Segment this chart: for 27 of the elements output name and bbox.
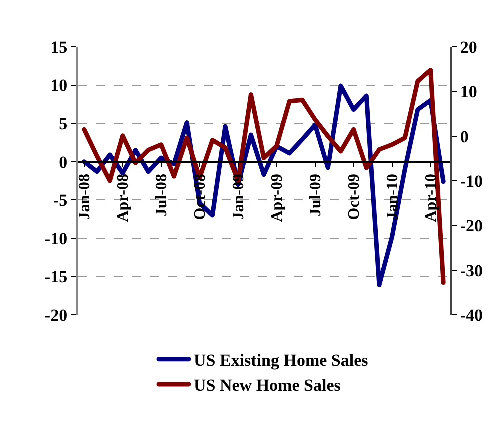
- x-tick-label: Jan-09: [230, 174, 248, 220]
- y-tick-label: 0: [59, 152, 68, 172]
- y-tick-label: 10: [50, 76, 68, 96]
- x-tick-label: Apr-08: [115, 174, 132, 222]
- x-tick-label: Jul-09: [308, 174, 325, 217]
- y2-tick-label: -30: [460, 261, 484, 280]
- y2-tick-label: 10: [460, 82, 478, 102]
- x-tick-label: Jan-08: [76, 174, 94, 220]
- y2-tick-label: -40: [460, 306, 484, 325]
- x-tick-label: Apr-10: [422, 174, 440, 222]
- x-tick-label: Jul-08: [154, 174, 171, 217]
- y-tick-label: -10: [44, 229, 68, 248]
- y-tick-label: -15: [44, 268, 68, 287]
- x-tick-label: Apr-09: [269, 174, 286, 222]
- x-tick-label: Oct-08: [192, 174, 210, 220]
- y2-tick-label: -10: [460, 172, 484, 191]
- y-tick-label: -20: [44, 306, 68, 325]
- y-tick-label: 5: [59, 114, 68, 134]
- legend-label: US New Home Sales: [194, 376, 342, 396]
- y2-tick-label: 20: [460, 38, 478, 57]
- x-tick-label: Jan-10: [384, 174, 402, 220]
- y-tick-label: 15: [50, 38, 68, 57]
- y2-tick-label: 0: [460, 127, 469, 146]
- x-tick-label: Oct-09: [346, 174, 363, 220]
- y-tick-label: -5: [53, 191, 68, 210]
- y2-tick-label: -20: [460, 216, 484, 236]
- legend-label: US Existing Home Sales: [194, 350, 369, 370]
